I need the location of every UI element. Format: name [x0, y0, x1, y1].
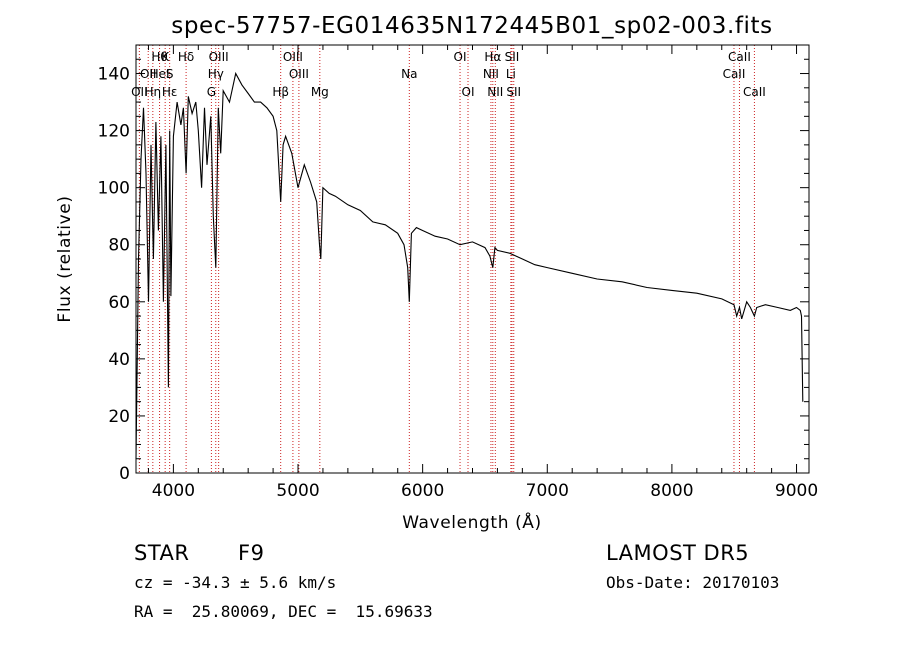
- radial-velocity: cz = -34.3 ± 5.6 km/s: [134, 573, 337, 592]
- line-label: Hα: [484, 50, 501, 64]
- line-label: Na: [401, 67, 417, 81]
- y-tick-label: 80: [108, 236, 130, 256]
- sky-coordinates: RA = 25.80069, DEC = 15.69633: [134, 602, 433, 621]
- spectrum-series: [135, 71, 804, 459]
- y-axis-ticks: 0 20 40 60 80 100 120 140: [98, 44, 809, 484]
- y-tick-label: 120: [98, 122, 130, 142]
- y-tick-label: 0: [119, 464, 130, 484]
- line-label: Hβ: [272, 85, 289, 99]
- line-label: CaII: [728, 50, 751, 64]
- line-label: Hδ: [178, 50, 194, 64]
- line-label: SII: [505, 50, 520, 64]
- plot-frame: [135, 44, 810, 474]
- line-label: G: [207, 85, 216, 99]
- observation-date: Obs-Date: 20170103: [606, 573, 780, 592]
- y-tick-label: 20: [108, 407, 130, 427]
- x-tick-label: 4000: [152, 481, 195, 501]
- line-label: NII: [487, 85, 503, 99]
- y-axis-label: Flux (relative): [55, 195, 75, 322]
- y-tick-label: 60: [108, 293, 130, 313]
- line-label: CaII: [743, 85, 766, 99]
- y-tick-label: 140: [98, 65, 130, 85]
- x-axis-label: Wavelength (Å): [402, 511, 542, 533]
- line-label: OIII: [289, 67, 309, 81]
- x-tick-label: 7000: [526, 481, 569, 501]
- line-label: Hθ: [151, 50, 167, 64]
- y-tick-label: 40: [108, 350, 130, 370]
- x-tick-label: 5000: [276, 481, 319, 501]
- line-label: HeI: [150, 67, 170, 81]
- chart-title: spec-57757-EG014635N172445B01_sp02-003.f…: [171, 13, 773, 39]
- line-label: Hγ: [208, 67, 224, 81]
- spectral-subclass: F9: [238, 541, 265, 565]
- y-tick-label: 100: [98, 179, 130, 199]
- line-label: NII: [483, 67, 499, 81]
- line-label: SII: [506, 85, 521, 99]
- line-label: OI: [462, 85, 475, 99]
- line-label: OII: [131, 85, 148, 99]
- emission-line-markers: [138, 45, 755, 473]
- line-label: CaII: [723, 67, 746, 81]
- x-tick-label: 9000: [775, 481, 818, 501]
- line-label: Li: [506, 67, 516, 81]
- x-axis-ticks: 4000 5000 6000 7000 8000 9000: [147, 45, 818, 501]
- line-label: OIII: [283, 50, 303, 64]
- survey-name: LAMOST DR5: [606, 541, 750, 565]
- line-label: K: [161, 50, 170, 64]
- line-label: OI: [454, 50, 467, 64]
- line-label: Hε: [162, 85, 178, 99]
- x-tick-label: 6000: [401, 481, 444, 501]
- line-label: OIII: [209, 50, 229, 64]
- line-label: S: [166, 67, 174, 81]
- x-tick-label: 8000: [650, 481, 693, 501]
- line-label: OII: [140, 67, 157, 81]
- object-class: STAR: [134, 541, 190, 565]
- line-label: Mg: [311, 85, 329, 99]
- line-label: Hη: [145, 85, 162, 99]
